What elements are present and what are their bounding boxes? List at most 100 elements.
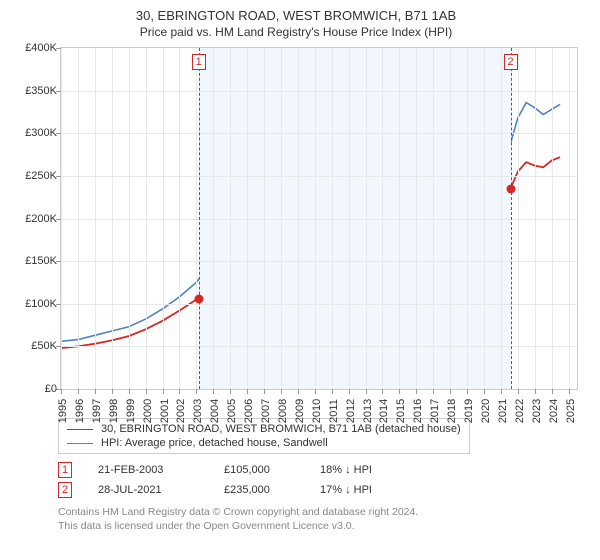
x-axis-label: 1998 [108, 399, 120, 423]
x-axis-label: 2015 [396, 399, 408, 423]
gridline-v [366, 48, 367, 389]
gridline-v [281, 48, 282, 389]
price-point [194, 295, 203, 304]
x-axis-label: 2025 [565, 399, 577, 423]
y-axis-label: £250K [25, 170, 57, 182]
marker-box: 2 [504, 54, 518, 70]
gridline-v [332, 48, 333, 389]
gridline-v [78, 48, 79, 389]
transaction-marker: 1 [58, 462, 72, 478]
gridline-v [349, 48, 350, 389]
legend-label: 30, EBRINGTON ROAD, WEST BROMWICH, B71 1… [101, 423, 461, 435]
xtick [196, 389, 197, 394]
x-axis-label: 2016 [413, 399, 425, 423]
xtick [467, 389, 468, 394]
gridline-h [61, 346, 577, 347]
legend-swatch [67, 443, 93, 444]
price-point [506, 184, 515, 193]
transaction-date: 28-JUL-2021 [98, 484, 198, 496]
y-axis-label: £350K [25, 85, 57, 97]
x-axis-label: 2018 [446, 399, 458, 423]
y-axis-label: £50K [31, 340, 57, 352]
x-axis-label: 2024 [548, 399, 560, 423]
x-axis-label: 2003 [193, 399, 205, 423]
x-axis-label: 2001 [159, 399, 171, 423]
xtick [298, 389, 299, 394]
gridline-h [61, 91, 577, 92]
xtick [399, 389, 400, 394]
x-axis-label: 2004 [209, 399, 221, 423]
legend-label: HPI: Average price, detached house, Sand… [101, 437, 328, 449]
transaction-price: £105,000 [224, 464, 294, 476]
x-axis-label: 2017 [429, 399, 441, 423]
xtick [535, 389, 536, 394]
transactions-table: 121-FEB-2003£105,00018% ↓ HPI228-JUL-202… [58, 460, 582, 500]
xtick [213, 389, 214, 394]
x-axis-label: 2002 [176, 399, 188, 423]
xtick [382, 389, 383, 394]
xtick [112, 389, 113, 394]
transaction-price: £235,000 [224, 484, 294, 496]
gridline-v [112, 48, 113, 389]
gridline-h [61, 176, 577, 177]
gridline-v [569, 48, 570, 389]
xtick [349, 389, 350, 394]
chart-subtitle: Price paid vs. HM Land Registry's House … [10, 25, 582, 39]
xtick [501, 389, 502, 394]
gridline-v [230, 48, 231, 389]
y-axis-label: £100K [25, 298, 57, 310]
chart-container: 30, EBRINGTON ROAD, WEST BROMWICH, B71 1… [0, 0, 600, 560]
xtick [95, 389, 96, 394]
xtick [146, 389, 147, 394]
gridline-v [179, 48, 180, 389]
xtick [450, 389, 451, 394]
y-axis-label: £400K [25, 42, 57, 54]
gridline-v [146, 48, 147, 389]
x-axis-label: 2020 [480, 399, 492, 423]
x-axis-label: 2008 [277, 399, 289, 423]
xtick [552, 389, 553, 394]
gridline-v [196, 48, 197, 389]
xtick [484, 389, 485, 394]
gridline-v [552, 48, 553, 389]
x-axis-label: 2000 [142, 399, 154, 423]
chart-title: 30, EBRINGTON ROAD, WEST BROMWICH, B71 1… [10, 8, 582, 23]
x-axis-label: 2014 [379, 399, 391, 423]
footer-line: Contains HM Land Registry data © Crown c… [58, 506, 582, 520]
x-axis-label: 1995 [57, 399, 69, 423]
xtick [366, 389, 367, 394]
legend-row: 30, EBRINGTON ROAD, WEST BROMWICH, B71 1… [67, 422, 461, 436]
gridline-v [467, 48, 468, 389]
gridline-v [315, 48, 316, 389]
gridline-v [95, 48, 96, 389]
xtick [78, 389, 79, 394]
xtick [230, 389, 231, 394]
transaction-marker: 2 [58, 482, 72, 498]
transaction-row: 121-FEB-2003£105,00018% ↓ HPI [58, 460, 582, 480]
transaction-date: 21-FEB-2003 [98, 464, 198, 476]
x-axis-label: 2013 [362, 399, 374, 423]
marker-box: 1 [192, 54, 206, 70]
titles: 30, EBRINGTON ROAD, WEST BROMWICH, B71 1… [10, 8, 582, 39]
legend-swatch [67, 429, 93, 430]
legend-row: HPI: Average price, detached house, Sand… [67, 436, 461, 450]
gridline-v [247, 48, 248, 389]
gridline-v [298, 48, 299, 389]
plot-inner: £0£50K£100K£150K£200K£250K£300K£350K£400… [60, 47, 578, 390]
y-axis-label: £200K [25, 213, 57, 225]
gridline-v [518, 48, 519, 389]
xtick [569, 389, 570, 394]
x-axis-label: 2010 [311, 399, 323, 423]
xtick [315, 389, 316, 394]
x-axis-label: 2012 [345, 399, 357, 423]
gridline-v [501, 48, 502, 389]
x-axis-label: 1999 [125, 399, 137, 423]
x-axis-label: 2021 [497, 399, 509, 423]
x-axis-label: 2023 [531, 399, 543, 423]
marker-line [199, 48, 200, 389]
gridline-v [61, 48, 62, 389]
x-axis-label: 2009 [294, 399, 306, 423]
xtick [61, 389, 62, 394]
xtick [264, 389, 265, 394]
gridline-v [484, 48, 485, 389]
